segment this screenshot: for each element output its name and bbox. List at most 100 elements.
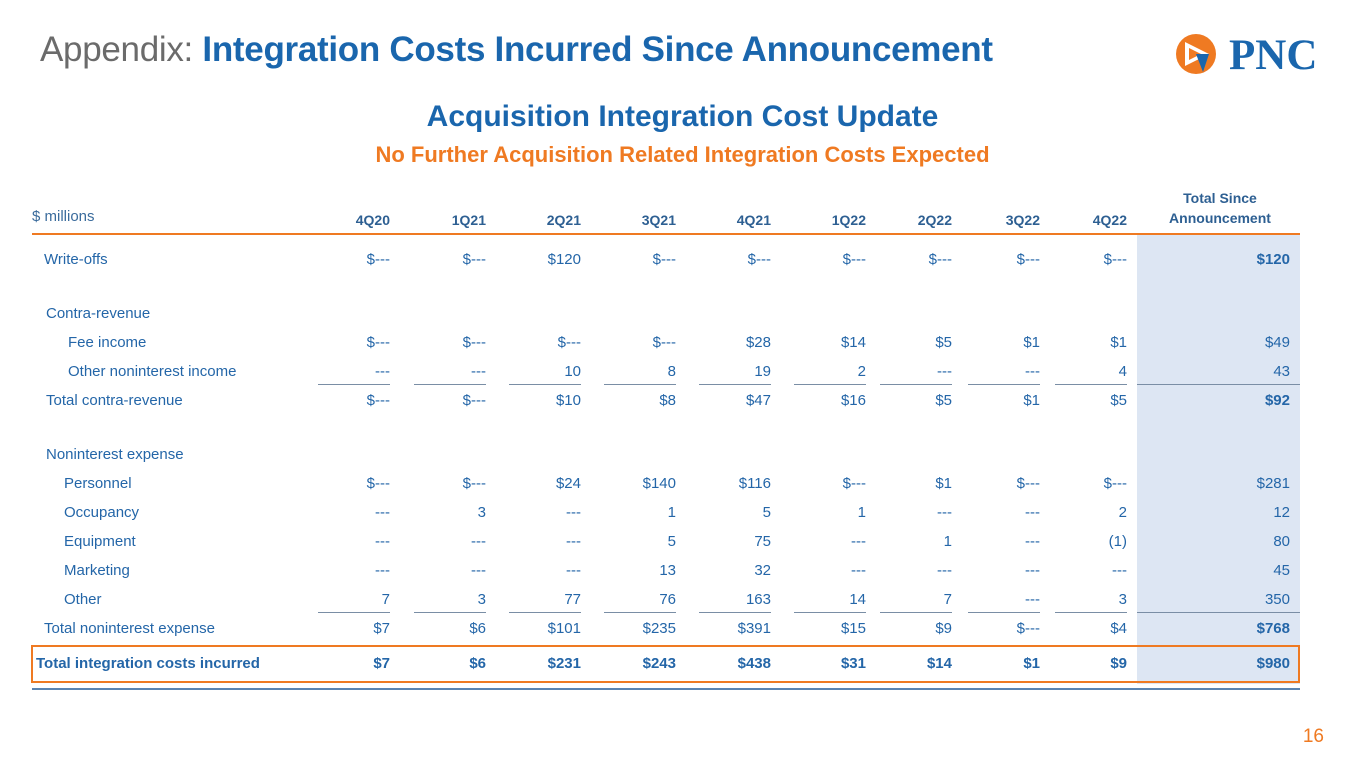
cell-1q21: $--- [462,334,486,351]
cell-2q22: $1 [935,475,952,492]
row-label: Total noninterest expense [44,620,215,637]
subtotal-rule [414,384,486,385]
total-column-shading [1137,235,1300,684]
row-label: Total integration costs incurred [36,655,260,672]
page-number: 16 [1302,726,1324,747]
cell-3q21: $235 [642,620,676,637]
subtotal-rule [509,384,581,385]
cell-4q20: --- [375,533,390,550]
table-row: Noninterest expense [32,442,1300,468]
cell-4q21: $438 [737,655,771,672]
subtotal-rule [794,384,866,385]
cell-3q22: --- [1025,533,1040,550]
cell-4q22: --- [1112,562,1127,579]
cell-total-since-announcement: 43 [1273,363,1290,380]
cell-4q22: 3 [1118,591,1127,608]
cell-2q22: --- [937,363,952,380]
column-header-text: 4Q20 [355,212,390,228]
subtotal-rule [880,612,952,613]
cell-3q22: $1 [1023,392,1040,409]
cell-4q21: 163 [745,591,771,608]
row-label: Personnel [64,475,132,492]
cell-4q20: $7 [373,655,390,672]
table-row: Other 7 3 77 76 163 14 7 --- 3 350 [32,587,1300,613]
cell-2q21: --- [566,533,581,550]
cell-4q22: $1 [1110,334,1127,351]
subtotal-rule [880,384,952,385]
cell-2q22: --- [937,504,952,521]
cell-2q22: $9 [935,620,952,637]
column-header-3q21: 3Q21 [606,196,676,232]
cell-1q21: $6 [469,655,486,672]
cell-2q22: $5 [935,392,952,409]
cell-3q21: 13 [659,562,676,579]
cell-4q22: $--- [1103,251,1127,268]
total-column-header: Total Since Announcement [1140,188,1300,228]
cell-3q22: $--- [1016,620,1040,637]
table-row: Write-offs $--- $--- $120 $--- $--- $--- $--- $-… [32,247,1300,273]
cell-1q22: $31 [840,655,866,672]
cell-4q21: $391 [737,620,771,637]
cell-4q22: (1) [1108,533,1127,550]
cell-2q21: $231 [547,655,581,672]
column-header-2q22: 2Q22 [882,196,952,232]
cell-1q21: --- [471,363,486,380]
row-label: Noninterest expense [46,446,184,463]
cell-4q21: 5 [762,504,771,521]
row-label: Other [64,591,102,608]
cell-2q22: 1 [943,533,952,550]
cell-1q21: $6 [469,620,486,637]
cell-4q20: $7 [373,620,390,637]
row-label: Total contra-revenue [46,392,183,409]
cell-3q21: $8 [659,392,676,409]
cell-3q22: --- [1025,562,1040,579]
subtotal-rule [318,612,390,613]
cell-2q21: $--- [557,334,581,351]
total-header-line1: Total Since [1183,190,1257,206]
cell-total-since-announcement: 12 [1273,504,1290,521]
pnc-logo: PNC [1175,32,1335,79]
cell-1q22: 1 [857,504,866,521]
row-label: Occupancy [64,504,140,521]
cell-4q20: --- [375,562,390,579]
cell-3q21: $--- [652,334,676,351]
cell-4q22: 2 [1118,504,1127,521]
subtotal-rule [414,612,486,613]
cell-3q22: --- [1025,363,1040,380]
column-header-text: 4Q21 [736,212,771,228]
subtotal-rule [1055,384,1127,385]
cell-4q20: $--- [366,475,390,492]
cell-1q21: $--- [462,392,486,409]
subtotal-rule [604,384,676,385]
title-main: Integration Costs Incurred Since Announc… [202,30,993,69]
pnc-wordmark: PNC [1229,32,1318,79]
cell-2q22: $14 [926,655,952,672]
cell-2q22: $--- [928,251,952,268]
column-header-1q21: 1Q21 [416,196,486,232]
cell-3q22: $1 [1023,655,1040,672]
cell-4q20: --- [375,504,390,521]
row-label: Contra-revenue [46,305,151,322]
column-header-text: 2Q22 [917,212,952,228]
cell-4q21: $116 [738,475,771,492]
cell-1q22: $14 [840,334,866,351]
cell-total-since-announcement: $768 [1256,620,1290,637]
page-title: Appendix: Integration Costs Incurred Sin… [40,30,993,70]
cell-1q21: --- [471,562,486,579]
cell-4q20: $--- [366,392,390,409]
cell-total-since-announcement: 45 [1273,562,1290,579]
cell-total-since-announcement: $980 [1256,655,1290,672]
cell-3q22: --- [1025,504,1040,521]
cell-4q21: 75 [754,533,771,550]
cell-2q22: --- [937,562,952,579]
cell-1q21: --- [471,533,486,550]
cell-1q21: 3 [477,504,486,521]
column-header-text: 1Q21 [451,212,486,228]
column-header-2q21: 2Q21 [511,196,581,232]
table-row: Occupancy --- 3 --- 1 5 1 --- --- 2 12 [32,500,1300,526]
cell-total-since-announcement: $281 [1256,475,1290,492]
subtotal-rule [509,612,581,613]
cell-1q22: 14 [849,591,866,608]
cell-4q21: $47 [745,392,771,409]
pnc-mark-icon [1176,34,1216,74]
